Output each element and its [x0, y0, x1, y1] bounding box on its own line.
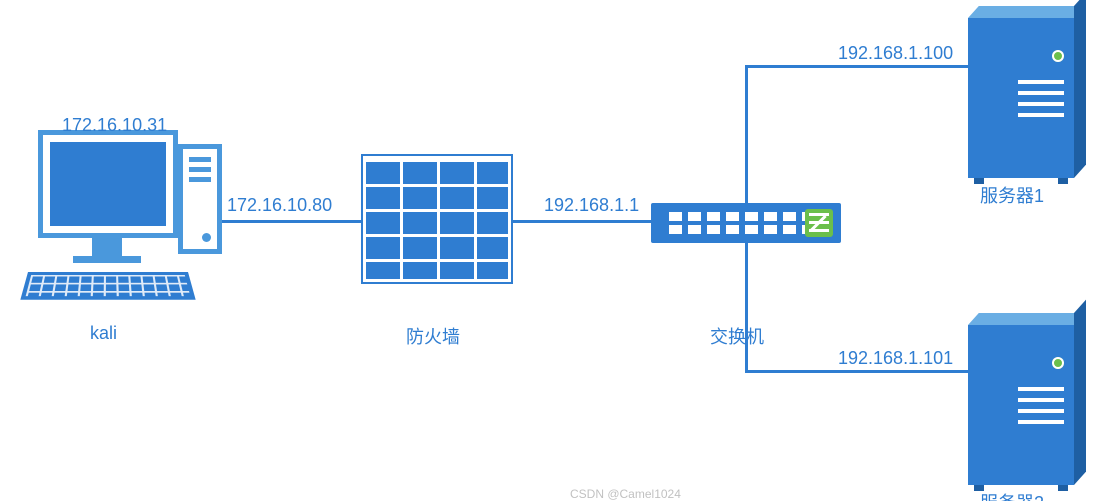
firewall-name-label: 防火墙: [406, 323, 460, 349]
node-firewall: [363, 156, 511, 282]
server-vents-icon: [1018, 387, 1064, 431]
pc-stand-icon: [92, 238, 122, 256]
kali-name-label: kali: [90, 323, 117, 344]
firewall-ip-right: 192.168.1.1: [544, 195, 639, 216]
server-vents-icon: [1018, 80, 1064, 124]
link-down-server2: [745, 370, 968, 373]
switch-status-icon: [805, 209, 833, 237]
pc-tower-icon: [178, 144, 222, 254]
switch-ports-row2: [669, 225, 815, 234]
link-firewall-switch: [511, 220, 651, 223]
pc-monitor-icon: [38, 130, 178, 238]
pc-base-icon: [73, 256, 141, 263]
node-switch: [651, 203, 841, 243]
server-led-icon: [1052, 50, 1064, 62]
server-led-icon: [1052, 357, 1064, 369]
link-switch-down: [745, 243, 748, 373]
node-server2: [968, 325, 1074, 485]
pc-keyboard-icon: [20, 272, 195, 300]
kali-ip-label: 172.16.10.31: [62, 115, 167, 136]
watermark: CSDN @Camel1024: [570, 487, 681, 501]
link-kali-firewall: [211, 220, 363, 223]
server1-ip-label: 192.168.1.100: [838, 43, 953, 64]
link-switch-up: [745, 65, 748, 203]
server2-name-label: 服务器2: [980, 489, 1044, 501]
server2-ip-label: 192.168.1.101: [838, 348, 953, 369]
firewall-ip-left: 172.16.10.80: [227, 195, 332, 216]
network-diagram: { "colors":{ "primary":"#2f7dd1", "prima…: [0, 0, 1099, 501]
link-up-server1: [745, 65, 968, 68]
switch-name-label: 交换机: [710, 323, 764, 349]
server1-name-label: 服务器1: [980, 182, 1044, 208]
node-server1: [968, 18, 1074, 178]
node-kali: [28, 130, 188, 305]
switch-ports-row1: [669, 212, 815, 221]
